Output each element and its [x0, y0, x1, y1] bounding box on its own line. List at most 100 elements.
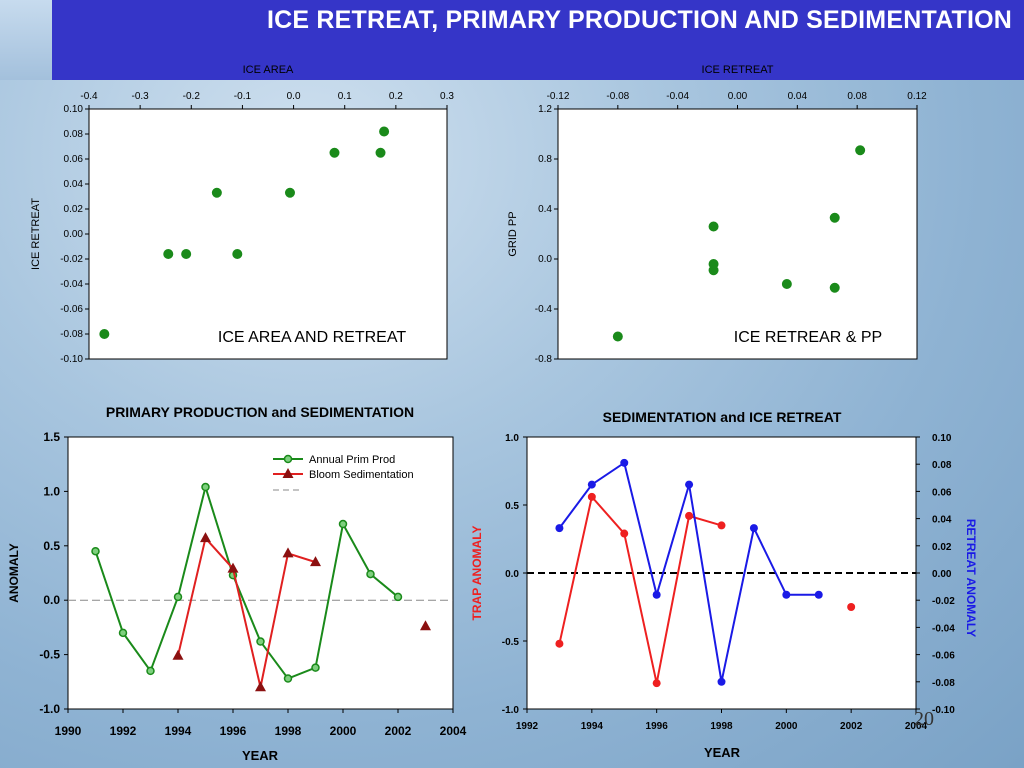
x-tick-label: 2002: [840, 721, 863, 732]
scatter-point: [379, 126, 390, 137]
series-point-bloom-sedimentation: [255, 681, 266, 692]
series-point-trap-anomaly: [587, 492, 596, 501]
legend-label-bloom-sedimentation: Bloom Sedimentation: [309, 469, 414, 481]
y-tick-label: 0.02: [64, 204, 84, 215]
y-tick-label-right: 0.10: [932, 433, 952, 444]
y-tick-label: -0.06: [60, 304, 83, 315]
y-axis-title-grid-pp: GRID PP: [507, 211, 519, 256]
series-point-annual-prim-prod: [338, 519, 348, 529]
x-tick-label: -0.04: [666, 91, 689, 102]
series-line-bloom-sedimentation: [177, 536, 316, 688]
series-point-trap-anomaly: [555, 639, 564, 648]
y-tick-label: 1.2: [538, 104, 552, 115]
series-point-retreat-anomaly: [587, 480, 596, 489]
y-tick-label-right: 0.04: [932, 515, 952, 526]
y-tick-label: 0.04: [64, 179, 84, 190]
y-tick-label: 0.8: [538, 154, 552, 165]
series-point-retreat-anomaly: [652, 590, 661, 599]
series-point-trap-anomaly: [620, 529, 629, 538]
scatter-point: [829, 282, 840, 293]
x-tick-label: 1990: [55, 724, 82, 738]
y-tick-label: -0.04: [60, 279, 83, 290]
y-tick-label: -0.8: [535, 354, 553, 365]
series-point-annual-prim-prod: [366, 569, 375, 579]
series-point-annual-prim-prod: [201, 482, 210, 492]
series-point-trap-anomaly: [847, 603, 856, 611]
scatter-point: [181, 249, 192, 259]
x-tick-label: 0.08: [847, 91, 867, 102]
y-tick-label: 0.08: [64, 129, 84, 140]
series-point-bloom-sedimentation: [227, 562, 239, 573]
y-tick-label-right: -0.08: [932, 678, 955, 689]
series-point-annual-prim-prod: [173, 592, 183, 602]
scatter-point: [284, 187, 295, 198]
y-tick-label: -0.10: [60, 354, 83, 365]
scatter-point: [329, 147, 340, 158]
x-tick-label: 2000: [775, 721, 798, 732]
y-tick-label-left: -1.0: [502, 705, 520, 716]
x-tick-label: 1996: [646, 721, 669, 732]
x-tick-label: 1994: [581, 721, 604, 732]
scatter-point: [708, 265, 719, 276]
y-tick-label: -0.5: [39, 648, 60, 662]
slide-title: ICE RETREAT, PRIMARY PRODUCTION AND SEDI…: [266, 6, 1012, 34]
x-axis-title-year: YEAR: [242, 748, 279, 763]
series-point-annual-prim-prod: [146, 666, 155, 676]
x-tick-label: -0.4: [80, 91, 98, 102]
y-tick-label-left: 0.0: [505, 569, 519, 580]
x-tick-label: -0.3: [132, 91, 150, 102]
x-tick-label: 2000: [330, 724, 357, 738]
y-tick-label-right: -0.10: [932, 705, 955, 716]
legend-marker-annual-prim-prod: [283, 454, 293, 464]
series-point-retreat-anomaly: [782, 590, 791, 599]
x-tick-label: -0.1: [234, 91, 252, 102]
x-axis-title-ice-area: ICE AREA: [243, 64, 294, 76]
x-tick-label: 1994: [165, 724, 192, 738]
series-point-retreat-anomaly: [749, 524, 758, 533]
chart-title-pp-sed: PRIMARY PRODUCTION and SEDIMENTATION: [106, 404, 414, 420]
y-tick-label-left: 0.5: [505, 501, 519, 512]
annotation-ice-retrear-pp: ICE RETREAR & PP: [734, 329, 882, 346]
series-point-retreat-anomaly: [717, 677, 726, 686]
y-tick-label: 1.0: [43, 484, 60, 498]
x-tick-label: 2004: [905, 721, 928, 732]
x-tick-label: 0.2: [389, 91, 403, 102]
x-tick-label: 1998: [275, 724, 302, 738]
x-tick-label: 2002: [385, 724, 412, 738]
series-point-retreat-anomaly: [620, 458, 629, 467]
title-bar: ICE RETREAT, PRIMARY PRODUCTION AND SEDI…: [52, 0, 1024, 80]
y-tick-label: -0.08: [60, 329, 83, 340]
scatter-point: [781, 279, 792, 289]
page-number: 20: [914, 708, 934, 730]
y-tick-label-right: -0.04: [932, 623, 955, 634]
scatter-point: [375, 147, 386, 158]
x-axis-title-year: YEAR: [704, 745, 741, 760]
series-point-annual-prim-prod: [91, 546, 100, 556]
x-tick-label: -0.08: [606, 91, 629, 102]
series-point-bloom-sedimentation: [282, 547, 294, 558]
scatter-point: [232, 249, 243, 259]
chart-title-sed-retreat: SEDIMENTATION and ICE RETREAT: [603, 409, 842, 425]
x-tick-label: 0.04: [788, 91, 808, 102]
y-tick-label-right: 0.06: [932, 487, 952, 498]
annotation-ice-area-and-retreat: ICE AREA AND RETREAT: [218, 329, 406, 346]
y-tick-label: 0.06: [64, 154, 84, 165]
series-point-retreat-anomaly: [685, 480, 694, 489]
scatter-point: [829, 212, 840, 223]
y-tick-label: 0.4: [538, 204, 552, 215]
y-tick-label: 0.5: [43, 539, 60, 553]
y-tick-label-right: 0.08: [932, 460, 952, 471]
series-point-retreat-anomaly: [555, 524, 564, 533]
y-tick-label: 0.0: [538, 254, 552, 265]
y-tick-label-right: -0.02: [932, 596, 955, 607]
scatter-point: [708, 221, 719, 232]
x-tick-label: 0.00: [728, 91, 748, 102]
series-point-bloom-sedimentation: [310, 556, 321, 567]
series-point-annual-prim-prod: [311, 663, 320, 672]
y-tick-label-right: -0.06: [932, 651, 955, 662]
y-tick-label: 0.10: [64, 104, 84, 115]
x-tick-label: 0.3: [440, 91, 454, 102]
series-point-bloom-sedimentation: [200, 532, 211, 543]
series-point-trap-anomaly: [652, 679, 661, 688]
